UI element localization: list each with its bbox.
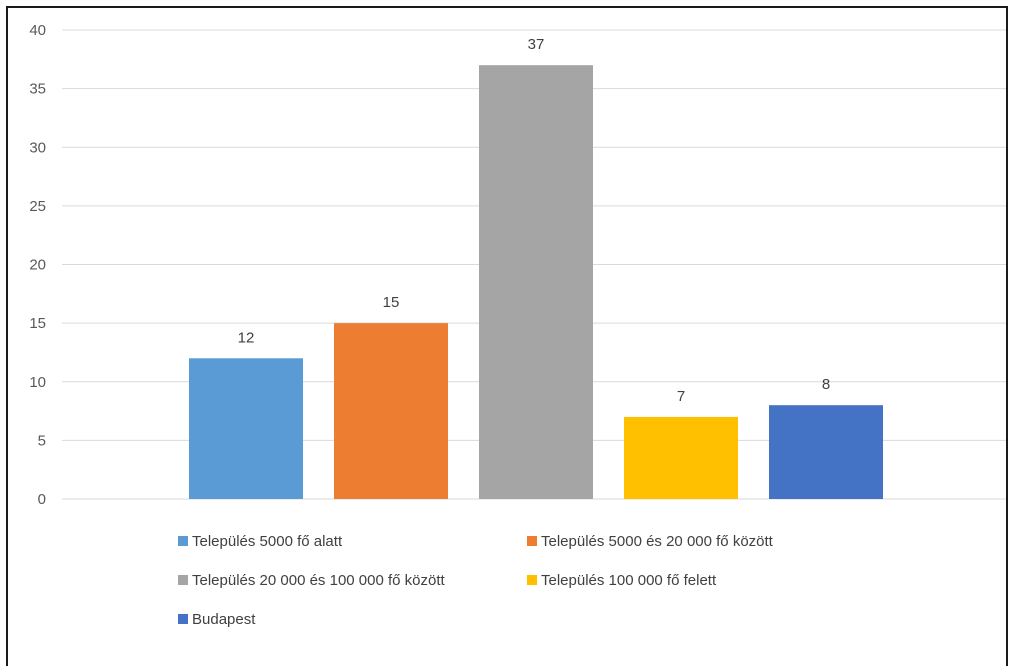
legend-label: Budapest <box>192 611 256 628</box>
data-label: 15 <box>383 294 400 311</box>
legend: Település 5000 fő alatt Település 5000 és… <box>178 533 774 628</box>
chart-frame <box>6 6 1008 666</box>
legend-item: Település 20 000 és 100 000 fő között <box>178 572 446 589</box>
y-axis-ticks: 0 5 10 15 20 25 30 35 40 <box>29 22 46 508</box>
bar <box>624 416 738 499</box>
legend-label: Település 20 000 és 100 000 fő között <box>192 572 446 589</box>
legend-label: Település 5000 és 20 000 fő között <box>541 533 774 550</box>
bars <box>189 65 883 500</box>
data-label: 8 <box>822 376 830 393</box>
legend-item: Település 5000 és 20 000 fő között <box>527 533 774 550</box>
legend-swatch <box>178 575 188 585</box>
data-label: 12 <box>238 329 255 346</box>
legend-label: Település 100 000 fő felett <box>541 572 717 589</box>
y-tick-label: 40 <box>29 22 46 39</box>
legend-swatch <box>527 536 537 546</box>
legend-item: Település 5000 fő alatt <box>178 533 343 550</box>
bar-chart: 0 5 10 15 20 25 30 35 40 12 15 37 7 8 Település 5000… <box>29 22 1006 628</box>
y-tick-label: 5 <box>38 432 46 449</box>
y-tick-label: 0 <box>38 491 46 508</box>
legend-label: Település 5000 fő alatt <box>192 533 343 550</box>
y-tick-label: 10 <box>29 374 46 391</box>
legend-swatch <box>178 614 188 624</box>
data-labels: 12 15 37 7 8 <box>238 36 831 405</box>
y-tick-label: 25 <box>29 198 46 215</box>
legend-swatch <box>527 575 537 585</box>
y-tick-label: 15 <box>29 315 46 332</box>
legend-item: Település 100 000 fő felett <box>527 572 717 589</box>
legend-swatch <box>178 536 188 546</box>
bar <box>334 323 448 499</box>
y-tick-label: 20 <box>29 257 46 274</box>
legend-item: Budapest <box>178 611 256 628</box>
bar <box>189 358 303 499</box>
y-tick-label: 35 <box>29 81 46 98</box>
bar <box>479 65 593 500</box>
y-tick-label: 30 <box>29 139 46 156</box>
data-label: 7 <box>677 388 685 405</box>
bar <box>769 405 883 499</box>
data-label: 37 <box>528 36 545 53</box>
